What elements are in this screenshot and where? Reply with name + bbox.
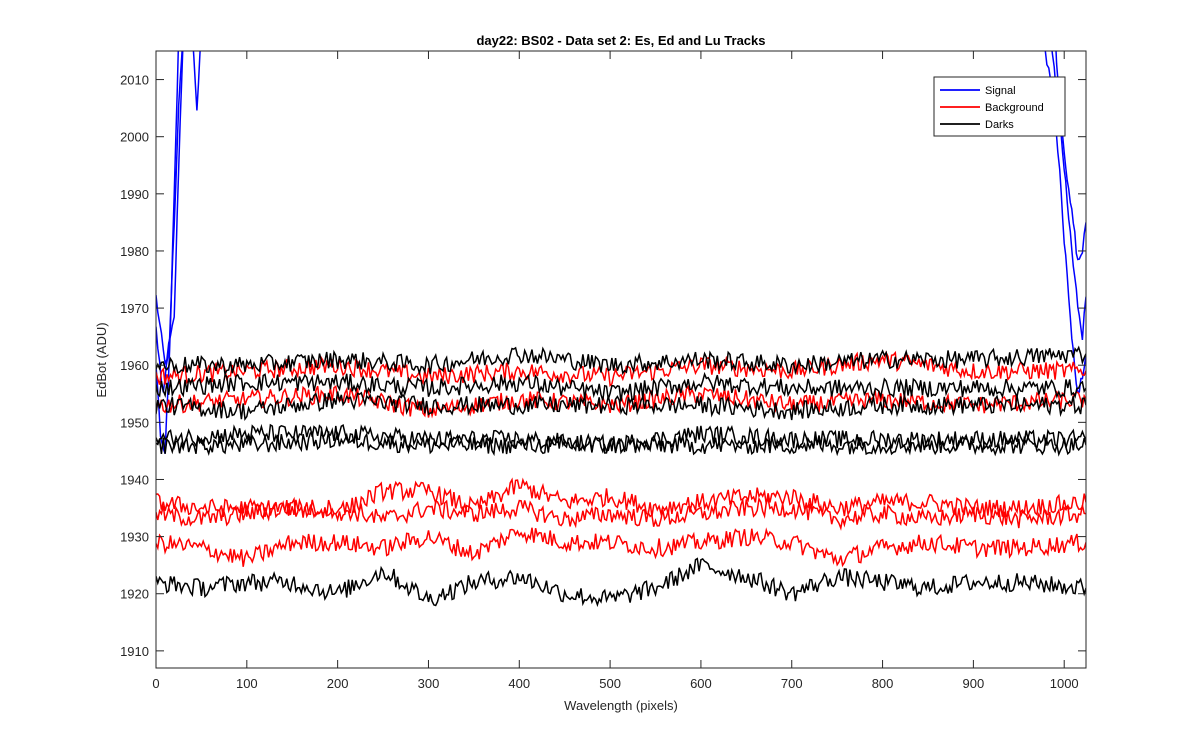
x-tick-label: 900 <box>963 676 985 691</box>
legend-label-signal: Signal <box>985 85 1016 97</box>
x-tick-label: 500 <box>599 676 621 691</box>
y-tick-label: 1950 <box>120 415 149 430</box>
y-tick-label: 2010 <box>120 73 149 88</box>
y-tick-label: 1930 <box>120 530 149 545</box>
y-axis-label: EdBot (ADU) <box>94 322 109 397</box>
x-tick-label: 700 <box>781 676 803 691</box>
y-tick-label: 1910 <box>120 644 149 659</box>
x-tick-label: 200 <box>327 676 349 691</box>
series-line-darks-9 <box>156 345 1086 377</box>
chart-title: day22: BS02 - Data set 2: Es, Ed and Lu … <box>476 33 765 48</box>
legend-label-background: Background <box>985 102 1044 114</box>
x-axis-label: Wavelength (pixels) <box>564 698 678 713</box>
x-tick-label: 600 <box>690 676 712 691</box>
series-line-darks-14 <box>156 557 1086 608</box>
legend: Signal Background Darks <box>933 76 1066 137</box>
legend-label-darks: Darks <box>985 119 1014 131</box>
x-tick-label: 400 <box>508 676 530 691</box>
axes-layer: 0 100 200 300 400 500 600 700 800 900 1000 1910 1920… <box>120 50 1087 691</box>
series-layer <box>156 51 1086 608</box>
y-tick-label: 1940 <box>120 472 149 487</box>
x-tick-label: 1000 <box>1050 676 1079 691</box>
y-tick-label: 2000 <box>120 130 149 145</box>
y-tick-label: 1980 <box>120 244 149 259</box>
y-tick-label: 1990 <box>120 187 149 202</box>
series-line-background-8 <box>156 527 1086 568</box>
x-tick-label: 800 <box>872 676 894 691</box>
axes-frame <box>155 50 1087 669</box>
x-tick-label: 300 <box>418 676 440 691</box>
y-tick-label: 1920 <box>120 587 149 602</box>
series-line-background-4 <box>156 350 1086 388</box>
series-line-darks-13 <box>156 429 1086 457</box>
y-tick-label: 1970 <box>120 301 149 316</box>
series-line-darks-10 <box>156 371 1086 402</box>
series-line-background-7 <box>156 496 1086 531</box>
series-line-darks-12 <box>156 423 1086 454</box>
series-line-darks-11 <box>156 391 1086 421</box>
x-tick-label: 100 <box>236 676 258 691</box>
x-tick-label: 0 <box>152 676 159 691</box>
y-tick-label: 1960 <box>120 358 149 373</box>
